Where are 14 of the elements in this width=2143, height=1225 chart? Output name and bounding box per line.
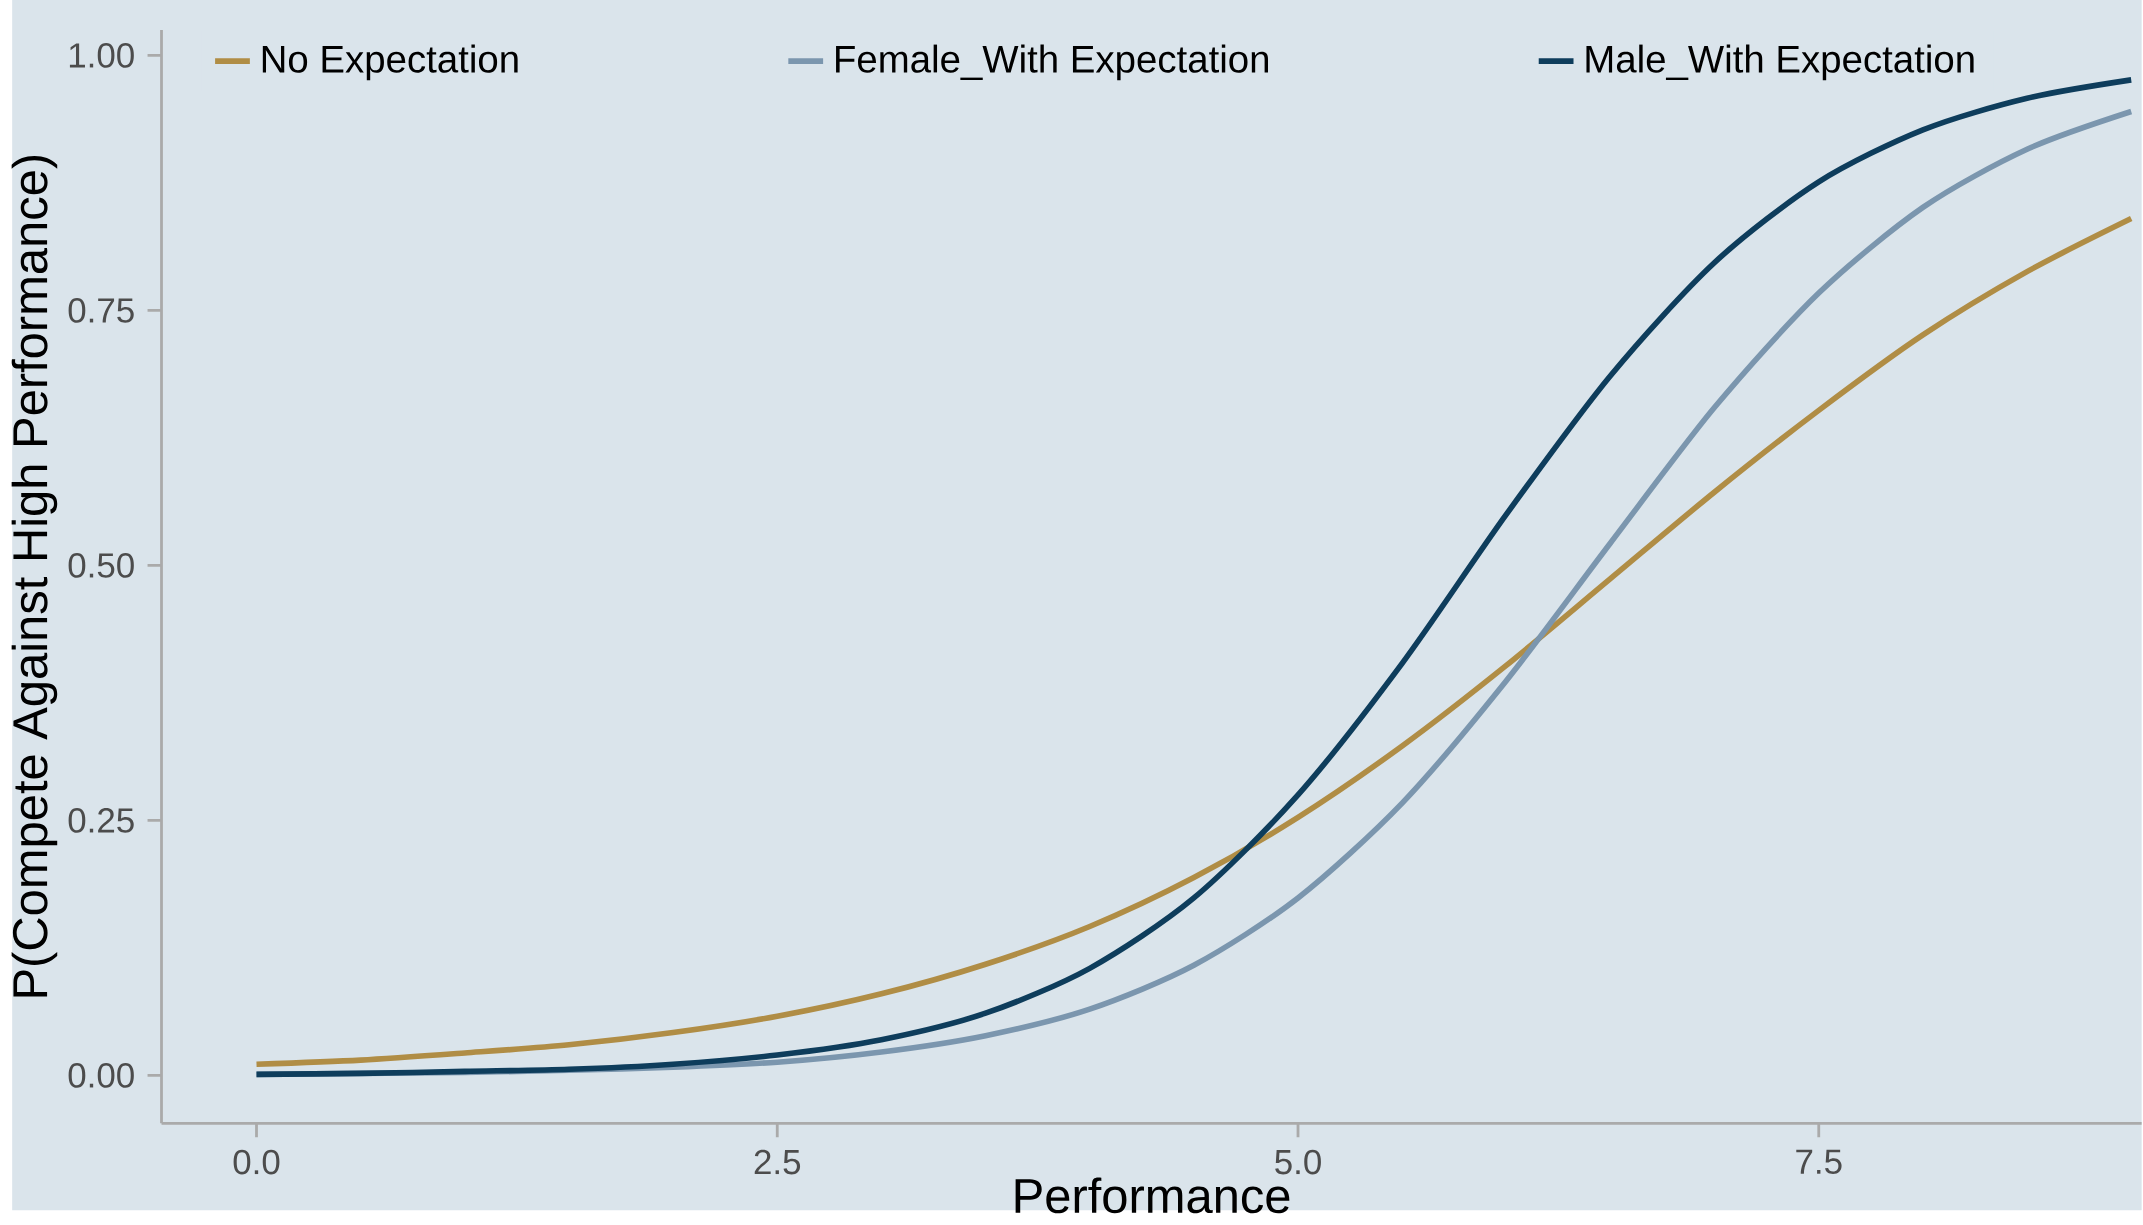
x-tick-label: 2.5: [754, 1149, 801, 1175]
y-axis-title: P(Compete Against High Performance): [11, 155, 58, 997]
legend-label: Female_With Expectation: [836, 44, 1268, 81]
legend-label: Male_With Expectation: [1586, 44, 1974, 81]
y-tick-label: 0.25: [68, 808, 134, 833]
y-tick-label: 0.00: [68, 1063, 134, 1088]
x-axis-title: Performance: [1015, 1177, 1290, 1214]
y-tick-label: 0.50: [68, 553, 134, 578]
x-tick-label: 7.5: [1796, 1149, 1842, 1175]
legend-label: No Expectation: [262, 44, 518, 81]
x-tick-label: 0.0: [233, 1149, 280, 1175]
y-tick-label: 1.00: [69, 43, 134, 68]
y-tick-label: 0.75: [68, 298, 134, 323]
x-tick-label: 5.0: [1275, 1149, 1321, 1175]
